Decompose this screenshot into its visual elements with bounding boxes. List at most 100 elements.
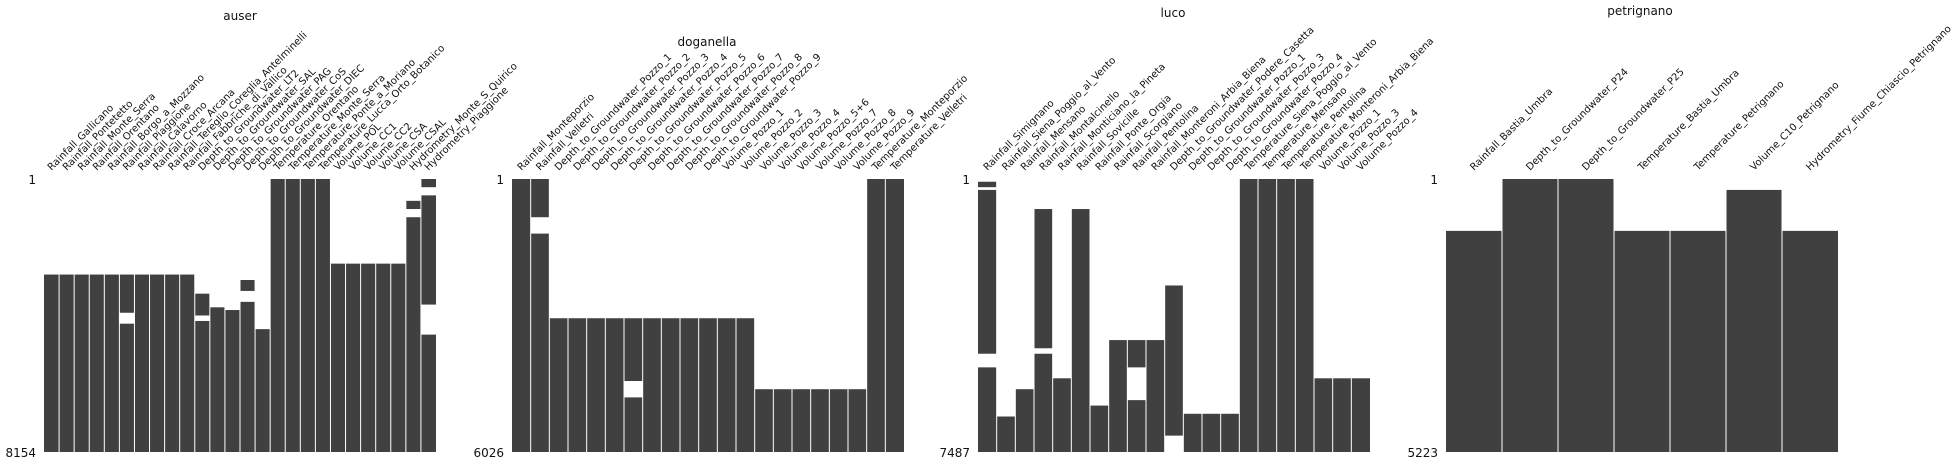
present-data-bar — [164, 274, 180, 452]
present-data-bar — [1782, 230, 1838, 452]
present-data-bar — [420, 334, 436, 452]
column-label: Depth_to_Groundwater_P24 — [1524, 67, 1630, 173]
present-data-bar — [224, 310, 240, 452]
present-data-bar — [1183, 413, 1202, 452]
present-data-bar — [829, 389, 848, 452]
present-data-bar — [1052, 378, 1072, 452]
present-data-bar — [717, 318, 736, 452]
present-data-bar — [1127, 340, 1146, 368]
present-data-bar — [74, 274, 90, 452]
matrix-petrignano: petrignano15223Rainfall_Bastia_UmbraDept… — [1407, 4, 1953, 460]
present-data-bar — [420, 179, 436, 188]
present-data-bar — [255, 329, 271, 452]
row-label-last: 5223 — [1407, 446, 1438, 460]
column-label: Temperature_Petrignano — [1692, 79, 1787, 174]
present-data-bar — [1220, 413, 1240, 452]
column-label: Hydrometry_Monte_S_Quirico — [408, 61, 520, 173]
present-data-bar — [149, 274, 165, 452]
present-data-bar — [1034, 353, 1053, 452]
present-data-bar — [1015, 389, 1034, 452]
matrix-doganella: doganella16026Rainfall_MonteporzioRainfa… — [473, 35, 970, 460]
row-label-first: 1 — [496, 173, 504, 187]
present-data-bar — [586, 318, 606, 452]
present-data-bar — [698, 318, 718, 452]
present-data-bar — [44, 274, 60, 452]
present-data-bar — [1258, 179, 1277, 452]
column-label: Temperature_Velletri — [888, 92, 969, 173]
row-label-first: 1 — [28, 173, 36, 187]
present-data-bar — [194, 320, 210, 452]
present-data-bar — [792, 389, 811, 452]
present-data-bar — [754, 389, 774, 452]
present-data-bar — [179, 274, 195, 452]
present-data-bar — [1034, 209, 1053, 349]
matrix-auser: auser18154Rainfall_GallicanoRainfall_Pon… — [5, 9, 519, 460]
present-data-bar — [360, 263, 376, 452]
present-data-bar — [773, 389, 792, 452]
matrix-title: doganella — [678, 35, 737, 49]
present-data-bar — [1276, 179, 1296, 452]
present-data-bar — [330, 263, 346, 452]
present-data-bar — [530, 233, 550, 452]
column-label: Depth_to_Groundwater_P25 — [1580, 67, 1686, 173]
present-data-bar — [300, 179, 316, 452]
present-data-bar — [978, 181, 997, 188]
present-data-bar — [1146, 340, 1165, 452]
present-data-bar — [1108, 340, 1128, 452]
present-data-bar — [405, 217, 421, 452]
present-data-bar — [1090, 405, 1109, 452]
matrix-title: petrignano — [1607, 4, 1673, 18]
present-data-bar — [1239, 179, 1258, 452]
present-data-bar — [1614, 230, 1670, 452]
present-data-bar — [134, 274, 150, 452]
present-data-bar — [390, 263, 406, 452]
present-data-bar — [978, 189, 997, 354]
present-data-bar — [996, 416, 1016, 452]
present-data-bar — [315, 179, 331, 452]
column-label: Temperature_Bastia_Umbra — [1636, 68, 1742, 174]
present-data-bar — [59, 274, 75, 452]
present-data-bar — [605, 318, 624, 452]
present-data-bar — [624, 397, 643, 452]
present-data-bar — [1071, 209, 1090, 452]
present-data-bar — [1164, 285, 1184, 436]
present-data-bar — [209, 307, 225, 452]
present-data-bar — [848, 389, 867, 452]
present-data-bar — [1332, 378, 1352, 452]
present-data-bar — [104, 274, 120, 452]
row-label-last: 8154 — [5, 446, 36, 460]
present-data-bar — [810, 389, 830, 452]
matrix-title: auser — [223, 9, 257, 23]
present-data-bar — [624, 318, 643, 382]
present-data-bar — [568, 318, 587, 452]
present-data-bar — [1351, 378, 1370, 452]
present-data-bar — [549, 318, 568, 452]
present-data-bar — [1726, 189, 1782, 453]
present-data-bar — [1446, 230, 1502, 452]
present-data-bar — [530, 179, 550, 218]
present-data-bar — [285, 179, 301, 452]
present-data-bar — [405, 200, 421, 210]
present-data-bar — [661, 318, 680, 452]
present-data-bar — [194, 293, 210, 316]
matrix-title: luco — [1161, 6, 1186, 20]
present-data-bar — [240, 301, 256, 452]
present-data-bar — [240, 280, 256, 291]
present-data-bar — [345, 263, 361, 452]
present-data-bar — [642, 318, 662, 452]
column-label: Volume_C10_Petrignano — [1748, 80, 1841, 173]
present-data-bar — [736, 318, 755, 452]
matrix-luco: luco17487Rainfall_SimignanoRainfall_Sien… — [939, 6, 1436, 460]
present-data-bar — [119, 323, 135, 452]
row-label-last: 6026 — [473, 446, 504, 460]
present-data-bar — [119, 274, 135, 313]
present-data-bar — [1314, 378, 1333, 452]
present-data-bar — [1295, 179, 1314, 452]
present-data-bar — [270, 179, 286, 452]
present-data-bar — [375, 263, 391, 452]
present-data-bar — [1127, 400, 1146, 452]
present-data-bar — [978, 367, 997, 452]
present-data-bar — [1502, 179, 1558, 452]
present-data-bar — [680, 318, 699, 452]
